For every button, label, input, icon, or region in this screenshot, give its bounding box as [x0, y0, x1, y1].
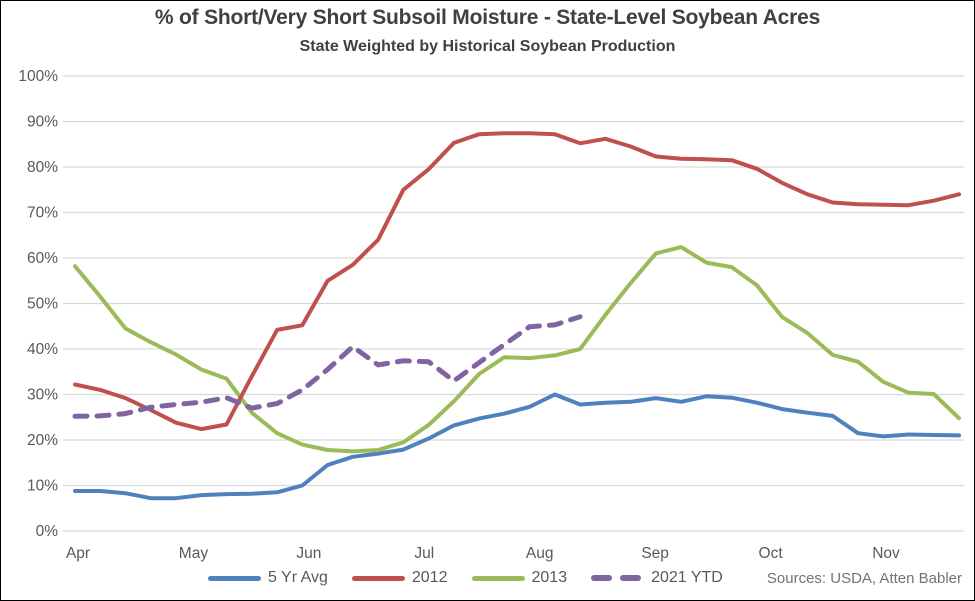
- chart-legend: 5 Yr Avg 2012 2013 2021 YTD: [208, 567, 723, 589]
- x-axis-tick-label: Nov: [872, 545, 900, 562]
- chart-title: % of Short/Very Short Subsoil Moisture -…: [154, 6, 821, 29]
- x-axis-tick-label: May: [179, 545, 209, 562]
- x-axis-tick-label: Aug: [526, 545, 554, 562]
- y-axis-tick-label: 80%: [27, 159, 58, 176]
- series-line-2013: [73, 245, 961, 454]
- x-axis-tick-label: Sep: [641, 545, 669, 562]
- y-axis-tick-label: 10%: [27, 478, 58, 495]
- sources-note: Sources: USDA, Atten Babler: [766, 570, 962, 587]
- series-line-2021-ytd: [72, 314, 583, 419]
- legend-line-sample-2013: [471, 575, 525, 581]
- series-line-2012: [73, 131, 961, 432]
- legend-label: 2021 YTD: [651, 569, 723, 586]
- legend-line-sample-2012: [351, 575, 405, 581]
- legend-line-sample-5yr-avg: [208, 575, 261, 581]
- y-axis-tick-label: 90%: [27, 114, 58, 131]
- x-axis-tick-label: Jul: [414, 545, 434, 562]
- y-axis-tick-label: 100%: [18, 68, 58, 85]
- legend-label: 2012: [411, 569, 448, 586]
- legend-item-2021-ytd: 2021 YTD: [591, 569, 723, 587]
- y-axis-tick-label: 20%: [27, 432, 58, 449]
- legend-label: 2013: [531, 569, 568, 586]
- legend-item-5yr-avg: 5 Yr Avg: [208, 569, 328, 587]
- chart-subtitle: State Weighted by Historical Soybean Pro…: [299, 38, 676, 55]
- legend-label: 5 Yr Avg: [268, 569, 328, 586]
- x-axis-tick-label: Apr: [66, 545, 90, 562]
- y-axis-tick-label: 0%: [36, 523, 59, 540]
- y-axis-tick-label: 70%: [27, 205, 58, 222]
- x-axis-tick-label: Jun: [296, 545, 321, 562]
- legend-item-2013: 2013: [471, 569, 568, 587]
- legend-item-2012: 2012: [351, 569, 448, 587]
- x-axis-tick-label: Oct: [759, 545, 784, 562]
- y-axis-tick-label: 30%: [27, 387, 58, 404]
- y-axis-tick-label: 60%: [27, 250, 58, 267]
- legend-dash-segment: [620, 575, 642, 581]
- legend-line-sample-2021-ytd: [591, 575, 644, 581]
- legend-dash-segment: [591, 575, 613, 581]
- y-axis-tick-label: 50%: [27, 296, 58, 313]
- series-line-5-yr-avg: [73, 392, 961, 501]
- y-axis-tick-label: 40%: [27, 341, 58, 358]
